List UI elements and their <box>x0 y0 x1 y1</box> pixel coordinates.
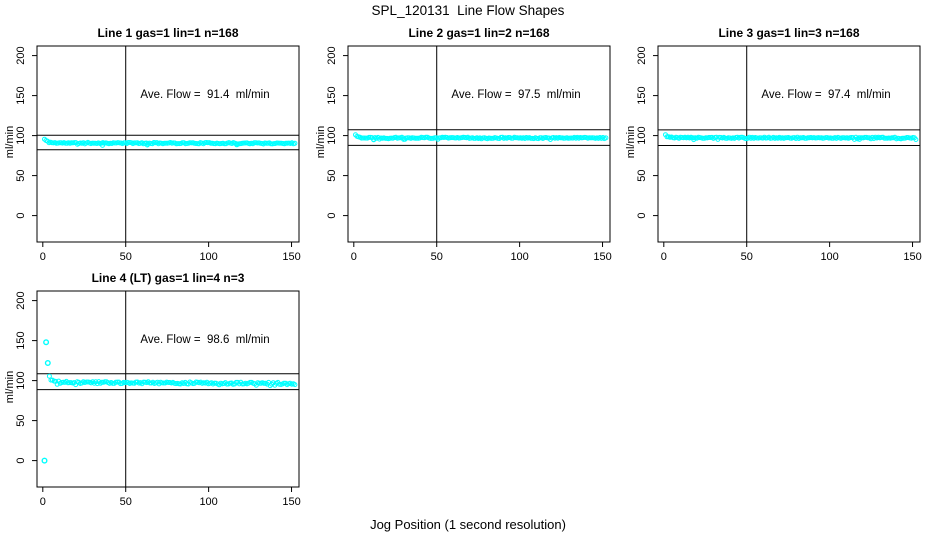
svg-text:100: 100 <box>15 371 27 389</box>
data-points <box>42 136 298 148</box>
svg-text:0: 0 <box>40 251 46 263</box>
main-title: SPL_120131 Line Flow Shapes <box>371 3 565 18</box>
svg-text:0: 0 <box>636 213 648 219</box>
svg-text:100: 100 <box>15 126 27 144</box>
panel-line-2: 0 50 100 150 0 50 100 150 200 Line 2 gas=1 lin=2… <box>311 25 622 270</box>
plot-svg-line-2: 0 50 100 150 0 50 100 150 200 <box>326 45 612 263</box>
plot-svg-line-1: 0 50 100 150 0 50 100 150 200 <box>15 45 301 263</box>
svg-text:50: 50 <box>326 169 338 181</box>
reference-lines <box>348 46 610 242</box>
panel-title-line-2: Line 2 gas=1 lin=2 n=168 <box>408 26 550 40</box>
svg-text:150: 150 <box>903 251 921 263</box>
y-axis-label-line-3: ml/min <box>625 125 637 159</box>
svg-text:0: 0 <box>40 496 46 508</box>
svg-text:150: 150 <box>282 251 300 263</box>
y-axis-label-line-4: ml/min <box>4 370 16 404</box>
svg-text:0: 0 <box>661 251 667 263</box>
y-axis-label-line-1: ml/min <box>4 125 16 159</box>
ave-flow-annotation-line-4: Ave. Flow = 98.6 ml/min <box>140 334 270 346</box>
svg-text:100: 100 <box>199 496 217 508</box>
svg-text:150: 150 <box>593 251 611 263</box>
reference-lines <box>37 291 299 487</box>
svg-text:0: 0 <box>326 213 338 219</box>
svg-text:100: 100 <box>510 251 528 263</box>
axes: 0 50 100 150 0 50 100 150 200 <box>15 45 301 263</box>
svg-text:200: 200 <box>15 46 27 64</box>
svg-text:50: 50 <box>15 414 27 426</box>
svg-text:0: 0 <box>351 251 357 263</box>
svg-text:50: 50 <box>120 496 132 508</box>
plot-svg-line-3: 0 50 100 150 0 50 100 150 200 <box>636 45 922 263</box>
axes: 0 50 100 150 0 50 100 150 200 <box>326 45 612 263</box>
x-axis-label: Jog Position (1 second resolution) <box>370 517 566 532</box>
svg-text:50: 50 <box>15 169 27 181</box>
panel-line-1: 0 50 100 150 0 50 100 150 200 Line 1 gas=1 lin=1… <box>0 25 311 270</box>
svg-text:50: 50 <box>636 169 648 181</box>
data-points <box>353 132 609 143</box>
axes: 0 50 100 150 0 50 100 150 200 <box>15 290 301 508</box>
ave-flow-annotation-line-3: Ave. Flow = 97.4 ml/min <box>761 89 891 101</box>
y-axis-label-line-2: ml/min <box>315 125 327 159</box>
svg-text:150: 150 <box>636 86 648 104</box>
panel-title-line-3: Line 3 gas=1 lin=3 n=168 <box>718 26 860 40</box>
panel-title-line-4: Line 4 (LT) gas=1 lin=4 n=3 <box>91 271 245 285</box>
plot-svg-line-4: 0 50 100 150 0 50 100 150 200 <box>15 290 301 508</box>
svg-text:50: 50 <box>741 251 753 263</box>
svg-text:50: 50 <box>431 251 443 263</box>
panel-line-3: 0 50 100 150 0 50 100 150 200 Line 3 gas=1 lin=3… <box>621 25 932 270</box>
svg-text:100: 100 <box>820 251 838 263</box>
svg-text:150: 150 <box>326 86 338 104</box>
panel-title-line-1: Line 1 gas=1 lin=1 n=168 <box>97 26 239 40</box>
svg-text:200: 200 <box>326 46 338 64</box>
svg-text:150: 150 <box>15 86 27 104</box>
svg-text:150: 150 <box>15 331 27 349</box>
svg-text:200: 200 <box>15 291 27 309</box>
reference-lines <box>658 46 920 242</box>
svg-text:50: 50 <box>120 251 132 263</box>
svg-text:200: 200 <box>636 46 648 64</box>
svg-text:100: 100 <box>636 126 648 144</box>
ave-flow-annotation-line-1: Ave. Flow = 91.4 ml/min <box>140 89 270 101</box>
panel-line-4: 0 50 100 150 0 50 100 150 200 Line 4 (LT) gas=1 … <box>0 270 311 515</box>
svg-text:150: 150 <box>282 496 300 508</box>
svg-text:100: 100 <box>326 126 338 144</box>
svg-text:0: 0 <box>15 213 27 219</box>
axes: 0 50 100 150 0 50 100 150 200 <box>636 45 922 263</box>
svg-text:0: 0 <box>15 458 27 464</box>
ave-flow-annotation-line-2: Ave. Flow = 97.5 ml/min <box>451 89 581 101</box>
data-points <box>663 132 919 143</box>
svg-text:100: 100 <box>199 251 217 263</box>
data-points <box>41 339 298 464</box>
